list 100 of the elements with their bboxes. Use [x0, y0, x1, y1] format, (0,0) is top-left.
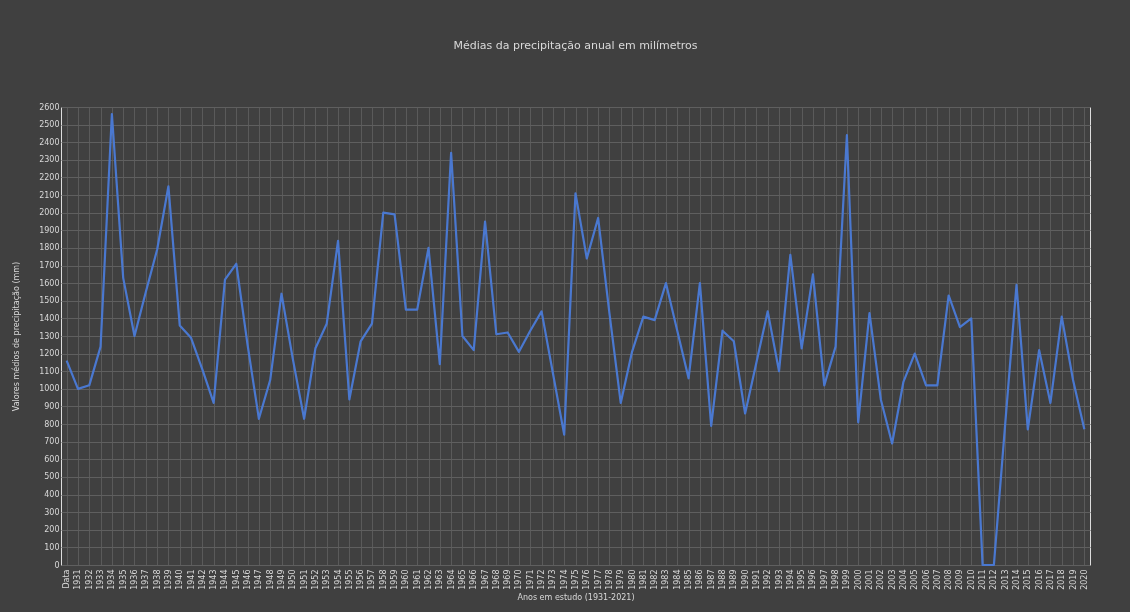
x-tick-label: 1975: [571, 569, 580, 590]
y-tick-label: 1700: [39, 261, 60, 271]
y-tick-label: 100: [44, 542, 60, 552]
x-tick-label: 1954: [333, 569, 343, 590]
x-tick-label: 1983: [661, 569, 671, 590]
y-tick-label: 300: [44, 507, 60, 517]
x-tick-label: 1980: [627, 569, 637, 590]
x-tick-label: 1959: [390, 569, 400, 590]
x-tick-label: 1970: [514, 569, 524, 590]
y-tick-label: 1000: [39, 384, 60, 394]
x-tick-label: 2007: [932, 569, 942, 590]
y-tick-label: 1300: [39, 331, 60, 341]
x-tick-label: Data: [62, 569, 72, 589]
x-tick-label: 2020: [1079, 569, 1089, 590]
x-tick-label: 1967: [480, 569, 490, 590]
x-tick-label: 1965: [457, 569, 467, 590]
x-tick-label: 1931: [73, 569, 83, 590]
y-tick-label: 2600: [39, 102, 60, 112]
y-tick-label: 1400: [39, 313, 60, 323]
x-tick-label: 1999: [842, 569, 852, 590]
x-tick-label: 1969: [503, 569, 513, 590]
x-tick-label: 1972: [537, 569, 547, 590]
y-tick-label: 200: [44, 525, 60, 535]
x-tick-label: 2008: [944, 569, 954, 590]
x-tick-label: 1986: [695, 569, 705, 590]
x-tick-label: 2016: [1034, 569, 1044, 590]
x-tick-label: 1949: [277, 569, 286, 590]
x-tick-label: 1976: [582, 569, 592, 590]
x-tick-label: 1936: [130, 569, 139, 590]
x-tick-label: 1963: [435, 569, 445, 590]
x-tick-label: 1948: [265, 569, 275, 590]
y-tick-label: 2500: [39, 120, 60, 130]
y-tick-label: 1900: [39, 225, 60, 235]
x-tick-label: 1984: [672, 569, 682, 590]
x-tick-label: 1958: [378, 569, 388, 590]
x-tick-label: 2004: [898, 569, 908, 590]
x-tick-label: 1942: [197, 569, 207, 590]
x-tick-label: 1956: [356, 569, 366, 590]
x-tick-label: 1944: [220, 569, 230, 590]
y-tick-label: 1500: [39, 296, 60, 306]
y-tick-label: 2100: [39, 190, 60, 200]
x-tick-label: 1990: [740, 569, 750, 590]
x-tick-label: 1960: [401, 569, 411, 590]
x-tick-label: 1947: [254, 569, 264, 590]
x-tick-label: 1934: [107, 569, 117, 590]
x-tick-label: 1952: [310, 569, 320, 590]
x-tick-label: 1938: [152, 569, 162, 590]
y-tick-label: 2200: [39, 172, 60, 182]
x-tick-label: 1940: [175, 569, 185, 590]
x-tick-label: 2013: [1000, 569, 1010, 590]
y-tick-label: 0: [54, 560, 60, 570]
x-tick-label: 2017: [1045, 569, 1055, 590]
x-tick-label: 1946: [243, 569, 253, 590]
x-tick-label: 1989: [729, 569, 739, 590]
x-tick-label: 2011: [978, 569, 988, 590]
x-tick-label: 1951: [299, 569, 309, 590]
y-tick-label: 900: [44, 401, 60, 411]
x-tick-label: 1985: [684, 569, 694, 590]
chart-title: Médias da precipitação anual em milímetros: [453, 39, 698, 52]
x-tick-label: 1982: [650, 569, 660, 590]
x-tick-label: 2012: [989, 569, 999, 590]
x-tick-label: 1974: [559, 569, 569, 590]
x-tick-label: 1955: [344, 569, 354, 590]
line-series: [65, 112, 1086, 567]
x-tick-label: 1964: [446, 569, 456, 590]
x-tick-label: 1957: [367, 569, 377, 590]
x-tick-label: 2010: [966, 569, 976, 590]
x-axis-title: Anos em estudo (1931-2021): [517, 592, 635, 602]
x-tick-label: 1941: [186, 569, 196, 590]
y-tick-label: 2000: [39, 208, 60, 218]
x-tick-label: 1992: [763, 569, 773, 590]
x-tick-label: 2019: [1068, 569, 1078, 590]
x-tick-label: 1935: [118, 569, 128, 590]
x-tick-label: 1987: [706, 569, 716, 590]
x-tick-label: 2014: [1012, 569, 1021, 590]
x-tick-label: 2005: [910, 569, 920, 590]
x-tick-label: 1977: [593, 569, 603, 590]
x-tick-label: 1991: [751, 569, 761, 590]
x-tick-label: 1950: [288, 569, 298, 590]
x-tick-label: 1962: [424, 569, 433, 590]
y-tick-label: 1800: [39, 243, 60, 253]
x-tick-label: 1978: [604, 569, 614, 590]
y-axis-title: Valores médios de precipitação (mm): [11, 261, 22, 412]
x-tick-label: 1971: [525, 569, 535, 590]
x-tick-label: 1988: [718, 569, 727, 590]
x-tick-label: 1973: [548, 569, 558, 590]
x-tick-label: 2015: [1023, 569, 1033, 590]
x-tick-label: 1945: [231, 569, 241, 590]
x-tick-label: 1932: [84, 569, 94, 590]
x-tick-label: 1953: [322, 569, 332, 590]
x-tick-label: 1998: [831, 569, 841, 590]
y-tick-label: 500: [44, 472, 60, 482]
y-tick-label: 1100: [39, 366, 60, 376]
x-tick-label: 1995: [797, 569, 807, 590]
x-tick-label: 1968: [491, 569, 501, 590]
y-tick-label: 700: [44, 437, 60, 447]
x-tick-label: 2018: [1057, 569, 1067, 590]
x-tick-label: 1997: [819, 569, 829, 590]
x-tick-label: 1939: [163, 569, 173, 590]
x-tick-label: 2009: [955, 569, 965, 590]
